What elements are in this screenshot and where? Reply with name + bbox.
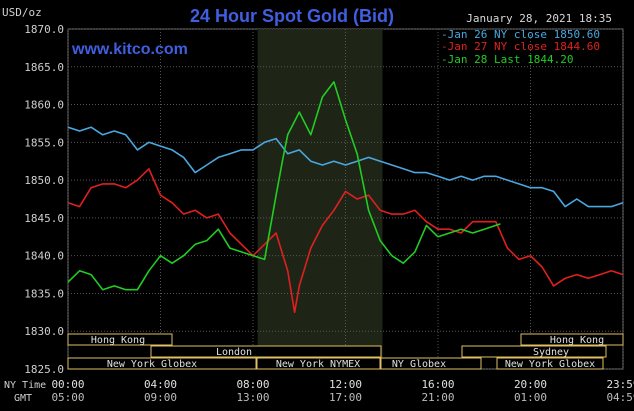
x-tick-gmt: 01:00 bbox=[514, 391, 547, 404]
y-axis: 1870.0 1865.0 1860.0 1855.0 1850.0 1845.0 1840… bbox=[24, 23, 64, 376]
session-london bbox=[150, 345, 382, 358]
session-sydney bbox=[461, 345, 607, 358]
session-ny-globex-2 bbox=[380, 357, 482, 370]
y-tick-label: 1845.0 bbox=[24, 212, 64, 225]
x-tick-ny: 08:00 bbox=[236, 378, 269, 391]
session-hong-kong-1-label: Hong Kong bbox=[91, 335, 145, 346]
y-tick-label: 1860.0 bbox=[24, 99, 64, 112]
session-ny-nymex bbox=[256, 357, 381, 370]
legend-entry-jan26: -Jan 26 NY close 1850.60 bbox=[441, 28, 600, 41]
gmt-label: GMT bbox=[14, 393, 32, 404]
y-unit-label: USD/oz bbox=[2, 6, 42, 19]
y-tick-label: 1830.0 bbox=[24, 325, 64, 338]
legend-entry-jan28: -Jan 28 Last 1844.20 bbox=[441, 53, 573, 66]
session-ny-globex-1-label: New York Globex bbox=[107, 359, 197, 370]
x-tick-ny: 20:00 bbox=[514, 378, 547, 391]
chart-title: 24 Hour Spot Gold (Bid) bbox=[190, 6, 394, 26]
x-tick-gmt: 21:00 bbox=[421, 391, 454, 404]
series-line-0 bbox=[67, 126, 624, 208]
y-tick-label: 1825.0 bbox=[24, 363, 64, 376]
session-highlight-band bbox=[257, 29, 383, 369]
timestamp: January 28, 2021 18:35 bbox=[466, 12, 612, 25]
x-tick-ny: 12:00 bbox=[329, 378, 362, 391]
legend-entry-jan27: -Jan 27 NY close 1844.60 bbox=[441, 40, 600, 53]
x-tick-ny: 16:00 bbox=[421, 378, 454, 391]
y-tick-label: 1865.0 bbox=[24, 61, 64, 74]
legend: -Jan 26 NY close 1850.60 -Jan 27 NY clos… bbox=[441, 28, 600, 66]
x-tick-ny: 23:59 bbox=[606, 378, 634, 391]
series-line-1 bbox=[67, 168, 624, 314]
session-hong-kong-2-label: Hong Kong bbox=[550, 335, 604, 346]
y-tick-label: 1870.0 bbox=[24, 23, 64, 36]
session-ny-globex-3-label: New York Globex bbox=[505, 359, 595, 370]
session-london-label: London bbox=[216, 347, 252, 358]
session-ny-globex-2-label: NY Globex bbox=[392, 359, 446, 370]
session-ny-globex-3 bbox=[496, 357, 604, 370]
session-ny-nymex-label: New York NYMEX bbox=[276, 359, 360, 370]
session-hong-kong-2 bbox=[520, 333, 624, 346]
y-tick-label: 1835.0 bbox=[24, 287, 64, 300]
series-line-2 bbox=[67, 81, 501, 291]
x-tick-ny: 04:00 bbox=[144, 378, 177, 391]
x-tick-ny: 00:00 bbox=[51, 378, 84, 391]
series-lines bbox=[67, 81, 624, 314]
ny-time-label: NY Time bbox=[4, 380, 46, 391]
x-tick-gmt: 04:59 bbox=[606, 391, 634, 404]
session-sydney-label: Sydney bbox=[533, 347, 569, 358]
x-tick-gmt: 09:00 bbox=[144, 391, 177, 404]
y-tick-label: 1850.0 bbox=[24, 174, 64, 187]
x-tick-gmt: 05:00 bbox=[51, 391, 84, 404]
session-ny-globex-1 bbox=[67, 357, 257, 370]
session-bars: Hong Kong Hong Kong London Sydney New Yo… bbox=[67, 333, 624, 370]
watermark: www.kitco.com bbox=[71, 41, 188, 58]
y-tick-label: 1840.0 bbox=[24, 250, 64, 263]
x-tick-gmt: 17:00 bbox=[329, 391, 362, 404]
x-tick-gmt: 13:00 bbox=[236, 391, 269, 404]
y-tick-label: 1855.0 bbox=[24, 136, 64, 149]
session-hong-kong-1 bbox=[67, 333, 173, 346]
